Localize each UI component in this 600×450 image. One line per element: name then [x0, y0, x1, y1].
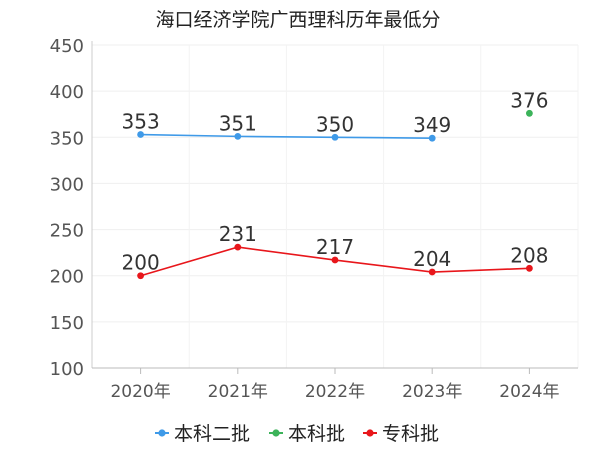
y-tick-label: 250 [50, 221, 84, 242]
data-point [526, 264, 533, 272]
legend-label-2: 专科批 [382, 423, 439, 445]
chart-title: 海口经济学院广西理科历年最低分 [155, 9, 440, 31]
axes: 100 150 200 250 300 350 400 450 2020年 2021年 2022年 2… [50, 36, 578, 402]
y-tick-label: 400 [50, 82, 84, 103]
data-point [428, 134, 436, 142]
data-label: 204 [413, 247, 451, 271]
legend-label-0: 本科二批 [174, 423, 250, 445]
y-tick-label: 150 [50, 313, 84, 334]
data-label: 200 [122, 251, 160, 275]
data-point [526, 109, 533, 117]
y-tick-label: 350 [50, 128, 84, 149]
data-point [137, 272, 145, 280]
data-label: 351 [219, 111, 257, 135]
x-tick-label: 2023年 [402, 382, 462, 402]
data-point [137, 131, 145, 138]
legend-label-1: 本科批 [288, 423, 345, 445]
x-tick-label: 2022年 [305, 382, 365, 402]
legend-marker-0 [158, 429, 166, 437]
legend: 本科二批 本科批 专科批 [155, 423, 439, 445]
data-label: 231 [219, 222, 257, 246]
data-point [331, 133, 339, 141]
data-point [234, 243, 242, 251]
legend-marker-1 [272, 429, 280, 437]
series-line-0 [140, 133, 433, 140]
y-tick-label: 200 [50, 267, 84, 288]
data-label: 350 [316, 112, 354, 136]
data-labels: 353 351 350 349 376 200 231 217 204 208 [122, 88, 549, 274]
data-label: 353 [122, 110, 160, 134]
data-point [428, 268, 436, 276]
data-label: 349 [413, 113, 451, 137]
data-point [234, 132, 242, 140]
data-label: 217 [316, 235, 354, 259]
data-label: 208 [510, 243, 548, 267]
series [137, 109, 533, 280]
x-tick-label: 2020年 [110, 382, 170, 402]
y-tick-label: 100 [50, 359, 84, 380]
data-label: 376 [510, 88, 548, 112]
legend-marker-2 [366, 429, 374, 437]
y-tick-label: 300 [50, 174, 84, 195]
grid [91, 44, 579, 369]
x-tick-label: 2021年 [208, 382, 268, 402]
data-point [331, 256, 339, 264]
y-tick-label: 450 [50, 36, 84, 57]
x-tick-label: 2024年 [499, 382, 559, 402]
